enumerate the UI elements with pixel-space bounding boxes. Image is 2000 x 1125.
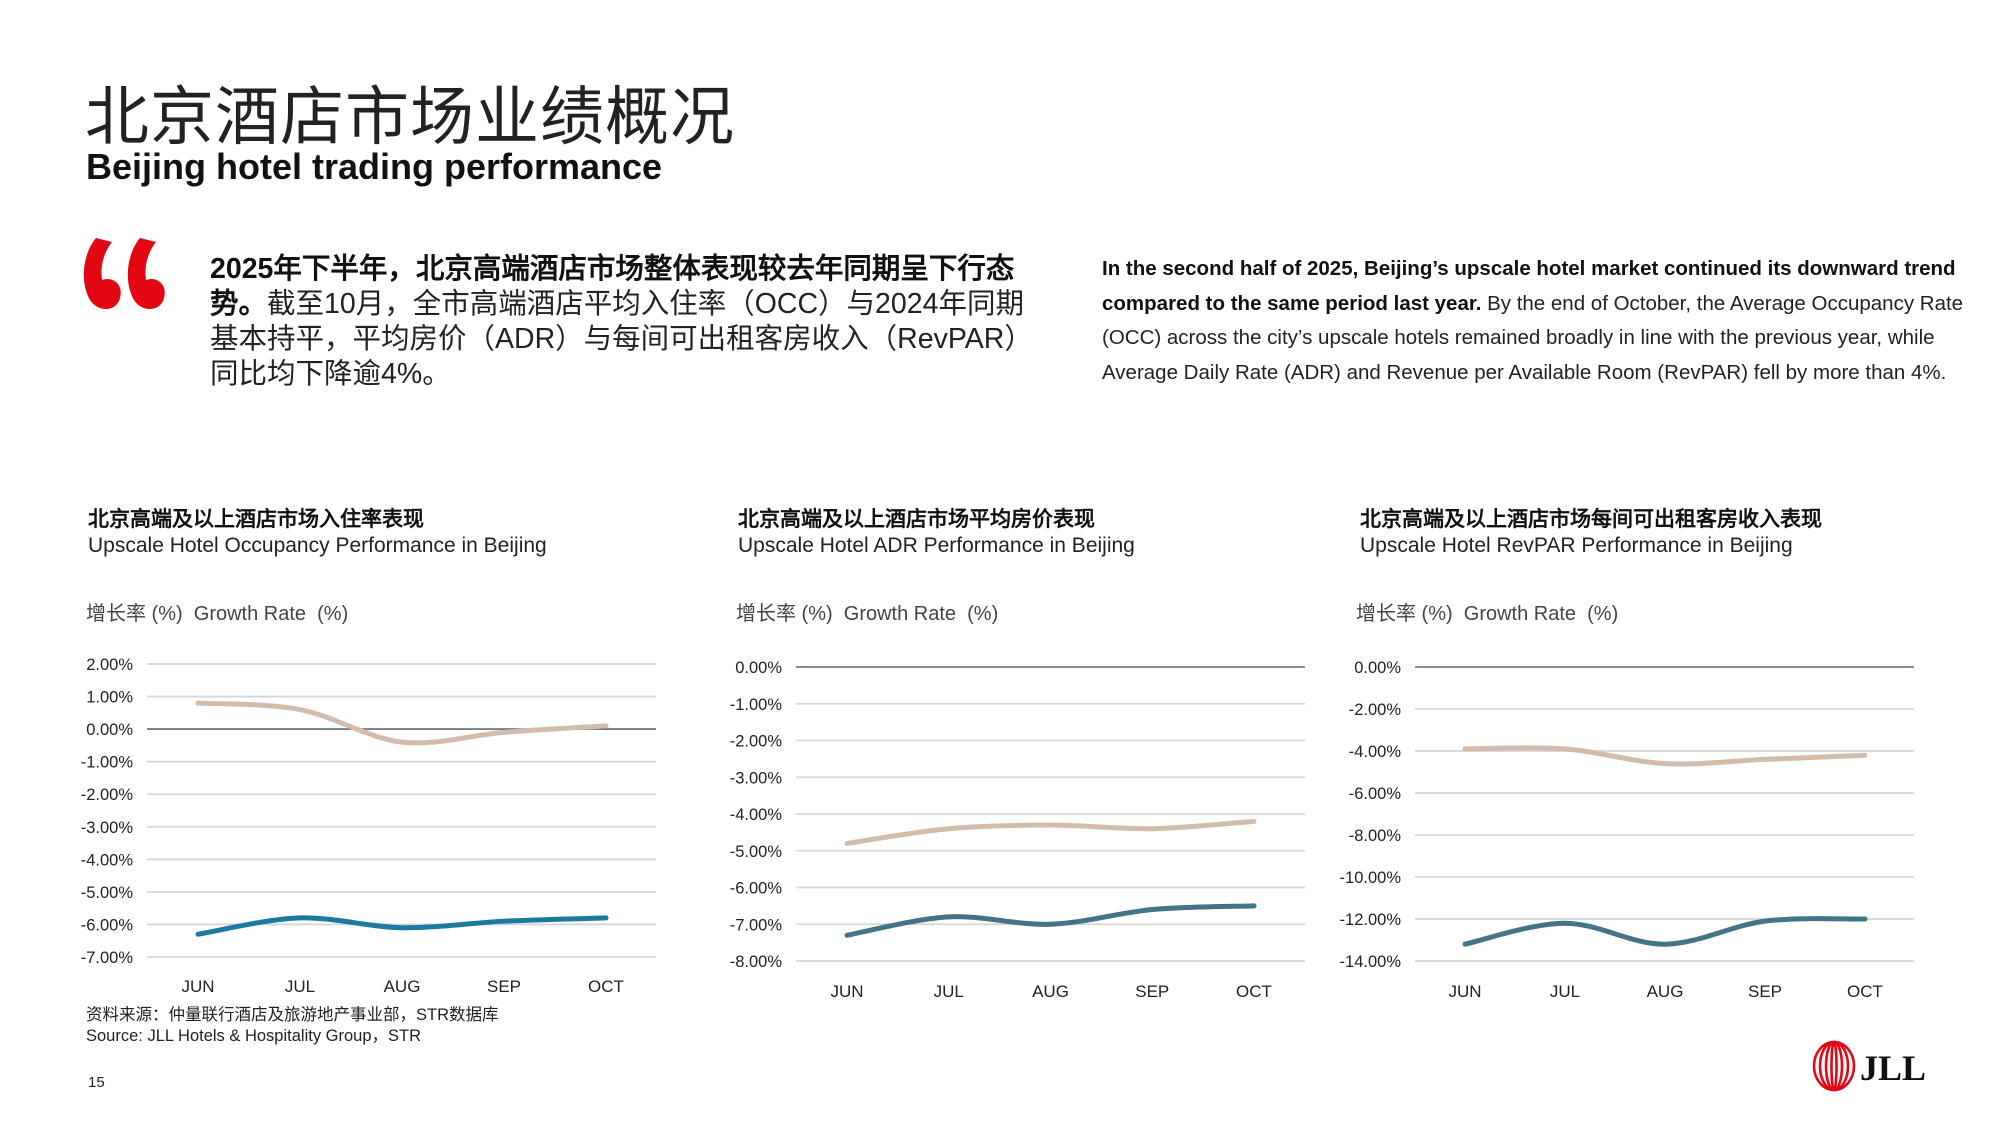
x-tick-label: OCT — [1236, 982, 1272, 1000]
y-tick-label: -10.00% — [1340, 869, 1402, 887]
y-tick-label: -1.00% — [730, 696, 783, 714]
y-tick-label: 0.00% — [86, 721, 133, 739]
y-tick-label: 2.00% — [86, 656, 133, 674]
x-tick-label: AUG — [1032, 982, 1069, 1000]
x-tick-label: JUN — [830, 982, 863, 1000]
chart-title-zh: 北京高端及以上酒店市场平均房价表现 — [738, 508, 1095, 531]
y-tick-label: -2.00% — [81, 786, 134, 804]
y-tick-label: 0.00% — [735, 659, 782, 677]
series-line — [844, 818, 1257, 846]
summary-en-bold: In the second half of 2025, Beijing’s up… — [1102, 257, 1956, 315]
y-tick-label: -4.00% — [81, 851, 134, 869]
x-tick-label: AUG — [1647, 982, 1684, 1000]
x-tick-label: OCT — [1847, 982, 1883, 1000]
y-tick-label: -5.00% — [81, 884, 134, 902]
x-tick-label: JUN — [181, 977, 214, 996]
x-tick-label: SEP — [487, 977, 521, 996]
y-tick-label: -14.00% — [1340, 953, 1402, 971]
series-line — [844, 903, 1257, 938]
series-line — [195, 700, 609, 746]
series-line — [195, 915, 609, 937]
source-note: 资料来源：仲量联行酒店及旅游地产事业部，STR数据库 Source: JLL H… — [86, 1005, 499, 1047]
chart-plot: 0.00% -2.00% -4.00% -6.00% -8.00% -10.00% -12.… — [1340, 659, 1914, 1000]
y-tick-label: 0.00% — [1354, 659, 1401, 677]
chart-title-en: Upscale Hotel RevPAR Performance in Beij… — [1360, 534, 1793, 557]
adr-chart: 北京高端及以上酒店市场平均房价表现 Upscale Hotel ADR Perfo… — [710, 500, 1350, 1000]
summary-en-text: By the end of October, the Average Occup… — [1102, 291, 1964, 384]
chart-title-en: Upscale Hotel Occupancy Performance in B… — [88, 534, 547, 557]
x-tick-label: SEP — [1135, 982, 1169, 1000]
x-tick-label: SEP — [1748, 982, 1782, 1000]
source-en: Source: JLL Hotels & Hospitality Group，S… — [86, 1027, 422, 1045]
y-tick-label: -7.00% — [730, 916, 783, 934]
y-tick-label: -8.00% — [730, 953, 783, 971]
revpar-chart: 北京高端及以上酒店市场每间可出租客房收入表现 Upscale Hotel RevP… — [1330, 500, 1970, 1000]
x-tick-label: OCT — [588, 977, 624, 996]
source-zh: 资料来源：仲量联行酒店及旅游地产事业部，STR数据库 — [86, 1006, 499, 1024]
y-tick-label: -12.00% — [1340, 911, 1402, 929]
y-tick-label: -3.00% — [81, 819, 134, 837]
y-tick-label: -5.00% — [730, 843, 783, 861]
summary-zh-text: 截至10月，全市高端酒店平均入住率（OCC）与2024年同期基本持平，平均房价（… — [210, 288, 1033, 390]
y-tick-label: -6.00% — [1349, 785, 1402, 803]
chart-plot: 0.00% -1.00% -2.00% -3.00% -4.00% -5.00% -6.00… — [730, 659, 1305, 1000]
summary-zh: 2025年下半年，北京高端酒店市场整体表现较去年同期呈下行态势。截至10月，全市… — [210, 252, 1045, 392]
page-title-zh: 北京酒店市场业绩概况 — [85, 81, 735, 153]
y-tick-label: -7.00% — [81, 949, 134, 967]
page-number: 15 — [88, 1074, 105, 1091]
y-axis-label: 增长率 (%) Growth Rate (%) — [86, 603, 349, 625]
y-axis-label: 增长率 (%) Growth Rate (%) — [736, 603, 999, 625]
chart-title-zh: 北京高端及以上酒店市场每间可出租客房收入表现 — [1360, 508, 1822, 531]
x-tick-label: AUG — [384, 977, 421, 996]
y-tick-label: -4.00% — [730, 806, 783, 824]
series-line — [1462, 916, 1868, 947]
quote-mark-icon — [83, 238, 165, 310]
y-tick-label: -8.00% — [1349, 827, 1402, 845]
y-axis-label: 增长率 (%) Growth Rate (%) — [1356, 603, 1619, 625]
y-tick-label: -2.00% — [730, 733, 783, 751]
page-title-en: Beijing hotel trading performance — [86, 146, 663, 187]
summary-en: In the second half of 2025, Beijing’s up… — [1102, 252, 1982, 390]
y-tick-label: -1.00% — [81, 754, 134, 772]
chart-plot: 2.00% 1.00% 0.00% -1.00% -2.00% -3.00% -4.00% -… — [81, 656, 656, 996]
y-tick-label: -3.00% — [730, 769, 783, 787]
x-tick-label: JUL — [1550, 982, 1580, 1000]
x-tick-label: JUN — [1448, 982, 1481, 1000]
occupancy-chart: 北京高端及以上酒店市场入住率表现 Upscale Hotel Occupancy … — [60, 500, 700, 1000]
y-tick-label: -2.00% — [1349, 701, 1402, 719]
y-tick-label: 1.00% — [86, 689, 133, 707]
chart-title-en: Upscale Hotel ADR Performance in Beijing — [738, 534, 1135, 557]
x-tick-label: JUL — [285, 977, 315, 996]
x-tick-label: JUL — [934, 982, 964, 1000]
chart-title-zh: 北京高端及以上酒店市场入住率表现 — [88, 508, 424, 531]
summary-zh-bold: 2025年下半年，北京高端酒店市场整体表现较去年同期呈下行态势。 — [210, 253, 1015, 320]
jll-logo: JLL — [1812, 1040, 1926, 1092]
y-tick-label: -6.00% — [730, 880, 783, 898]
svg-text:JLL: JLL — [1860, 1048, 1926, 1088]
y-tick-label: -6.00% — [81, 916, 134, 934]
y-tick-label: -4.00% — [1349, 743, 1402, 761]
